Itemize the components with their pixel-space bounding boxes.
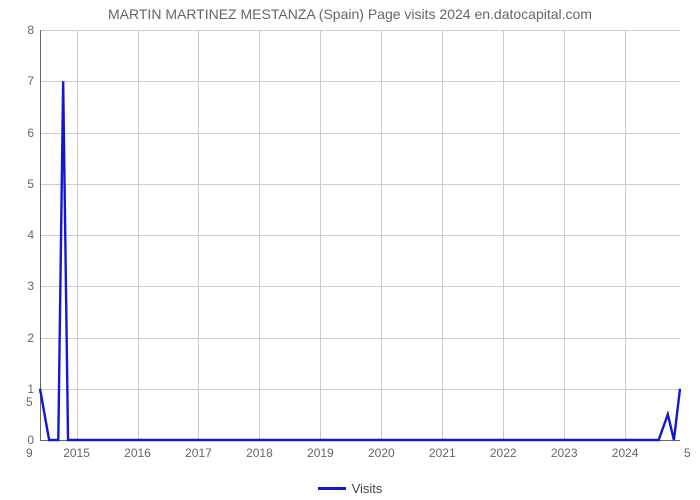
x-tick-label: 2016 [124, 446, 151, 460]
x-tick-label: 2017 [185, 446, 212, 460]
legend-item-visits: Visits [318, 481, 383, 496]
y-tick-label: 7 [27, 74, 34, 88]
end-value-label: 5 [684, 446, 691, 460]
legend-swatch [318, 487, 346, 490]
x-tick-label: 2022 [490, 446, 517, 460]
y-tick-label: 8 [27, 23, 34, 37]
plot-area: 0123456782015201620172018201920202021202… [40, 30, 680, 440]
start-value-label-top: 5 [26, 395, 33, 409]
line-plot-svg [40, 30, 680, 440]
chart-title: MARTIN MARTINEZ MESTANZA (Spain) Page vi… [0, 6, 700, 22]
legend: Visits [0, 478, 700, 496]
chart-container: { "chart": { "type": "line", "title": "M… [0, 0, 700, 500]
y-tick-label: 3 [27, 279, 34, 293]
series-line-visits [40, 81, 680, 440]
start-value-label-bottom: 9 [26, 446, 33, 460]
x-tick-label: 2019 [307, 446, 334, 460]
y-tick-label: 1 [27, 382, 34, 396]
y-tick-label: 5 [27, 177, 34, 191]
x-tick-label: 2021 [429, 446, 456, 460]
x-tick-label: 2023 [551, 446, 578, 460]
x-tick-label: 2024 [612, 446, 639, 460]
legend-label: Visits [352, 481, 383, 496]
y-tick-label: 2 [27, 331, 34, 345]
x-tick-label: 2015 [63, 446, 90, 460]
y-tick-label: 4 [27, 228, 34, 242]
y-tick-label: 0 [27, 433, 34, 447]
y-tick-label: 6 [27, 126, 34, 140]
x-tick-label: 2018 [246, 446, 273, 460]
x-tick-label: 2020 [368, 446, 395, 460]
